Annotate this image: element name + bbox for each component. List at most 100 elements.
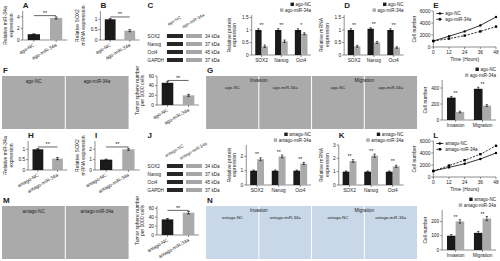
legend-label: antago-miR-34a (371, 138, 404, 143)
error-bar (459, 220, 461, 223)
panel-title: H (28, 131, 34, 140)
y-tick-label: 2000 (420, 163, 431, 168)
panel-title: I (95, 131, 97, 140)
x-tick-label: SOX2 (255, 58, 268, 63)
panel-title: A (23, 1, 29, 10)
panel: 0200040006000Cell numberL012243648Time (… (411, 131, 499, 192)
chart-container: 024Relative miR-34aexpressionAago-NCago-… (0, 0, 500, 261)
bar (183, 213, 195, 235)
plot-area (162, 81, 195, 105)
text-line: mRNA expression (80, 135, 86, 175)
lane-label: ago-miR-34a (181, 12, 206, 29)
panel-title: L (433, 131, 438, 140)
panel-title: D (344, 1, 350, 10)
y-tick-label: 40 (149, 83, 155, 88)
text-line: per 1000 cells (139, 74, 145, 106)
line (433, 27, 496, 41)
significance-label: ** (481, 211, 485, 217)
y-tick-label: 4000 (420, 21, 431, 26)
error-bar (376, 42, 378, 44)
significance-label: ** (348, 153, 352, 159)
x-tick-label: ago-NC (152, 107, 169, 120)
point (448, 35, 450, 37)
kda-label: 37 kDa (205, 188, 220, 193)
bar (394, 48, 400, 56)
x-tick (129, 40, 130, 42)
error-bar (259, 158, 261, 161)
divider (364, 206, 365, 259)
error-bar (303, 33, 305, 35)
y-tick-label: 0 (89, 168, 92, 173)
panel-title: N (207, 196, 213, 205)
y-axis (338, 145, 339, 185)
y-axis (433, 141, 434, 177)
y-axis-label: Tumor sphere numberper 1000 cells (134, 66, 146, 116)
protein-label: Oct4 (148, 180, 158, 185)
error-bar (297, 29, 299, 32)
kda-label: 34 kDa (205, 164, 220, 169)
image-label: ago-miR-34a (378, 85, 403, 90)
divider (311, 206, 312, 259)
y-axis-label: Relative SOX2mRNA expression (74, 5, 86, 45)
kda-label: 45 kDa (205, 180, 220, 185)
legend: ago-NCago-miR-34a (436, 11, 472, 22)
x-tick-label: SOX2 (251, 188, 264, 193)
legend-label: ago-NC (445, 11, 461, 16)
legend-swatch (459, 203, 462, 206)
x-tick (433, 177, 434, 179)
micrograph (2, 76, 129, 129)
x-tick-label: 48 (493, 180, 499, 185)
x-tick-label: Nanog (367, 58, 381, 63)
text-line: per 1000 cells (139, 204, 145, 236)
panel: 0100200Cell numberInvasionMigration****a… (422, 197, 497, 258)
bar (52, 159, 63, 170)
bar (474, 89, 483, 120)
legend-label: ago-miR-34a (378, 8, 405, 13)
error-bar (395, 165, 397, 167)
legend: antago-NCantago-miR-34a (459, 197, 497, 208)
y-tick-label: 1 (241, 168, 244, 173)
y-tick-label: 0 (17, 38, 20, 43)
y-tick-label: 0.5 (91, 27, 98, 32)
image-label: antago-miR-34a (80, 209, 113, 214)
y-tick-label: 400 (431, 86, 439, 91)
panel: Fago-NCago-miR-34a (2, 66, 129, 129)
panel-title: M (3, 196, 10, 205)
significance-label: ** (481, 81, 485, 87)
bar (183, 95, 195, 105)
x-tick-label: antago-miR-34a (27, 172, 60, 194)
panel-title: C (148, 1, 154, 10)
text-line: expression (8, 13, 14, 37)
bar (301, 34, 307, 55)
y-tick-label: 2000 (420, 33, 431, 38)
protein-label: Nanog (148, 42, 162, 47)
error-bar (277, 29, 279, 32)
error-bar (128, 30, 131, 32)
kda-label: 45 kDa (205, 50, 220, 55)
significance-label: ** (454, 90, 458, 96)
error-bar (303, 162, 305, 164)
legend-swatch (475, 68, 478, 71)
legend-swatch (436, 19, 443, 20)
band (167, 180, 183, 184)
micrograph (206, 206, 417, 259)
protein-label: SOX2 (148, 164, 161, 169)
significance-label: * (300, 22, 302, 28)
panel-title: B (100, 1, 106, 10)
x-tick (167, 235, 168, 237)
legend-label: antago-NC (474, 197, 497, 202)
error-bar (127, 148, 130, 150)
bar (374, 43, 380, 56)
panel: GInvasionMigrationago-NCago-miR-34aago-N… (206, 66, 417, 129)
error-bar (264, 45, 266, 48)
y-tick-label: 200 (431, 219, 439, 224)
error-bar (477, 87, 479, 90)
bar (393, 166, 400, 185)
x-tick-label: 24 (462, 50, 468, 55)
legend-label: antago-miR-34a (279, 138, 312, 143)
panel-title: F (3, 66, 8, 75)
bar (33, 149, 44, 170)
error-bar (477, 231, 479, 234)
error-bar (105, 159, 108, 160)
panel: 012Relative proteinexpressionSOX2NanogOc… (226, 132, 312, 193)
